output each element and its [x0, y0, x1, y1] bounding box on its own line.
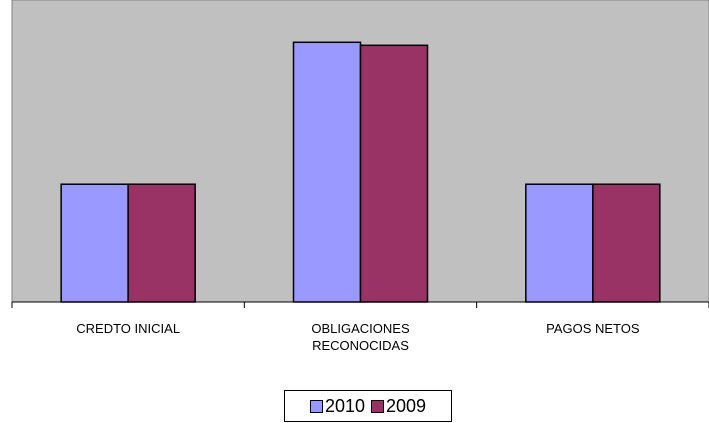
legend-label-2009: 2009 — [386, 395, 427, 416]
bars-group — [60, 41, 661, 303]
legend-item-2009: 2009 — [371, 396, 426, 417]
x-tick-label: CREDTO INICIAL — [18, 320, 238, 337]
legend-swatch-2010 — [309, 399, 323, 413]
x-axis-ticks — [11, 302, 709, 308]
legend: 2010 2009 — [284, 390, 452, 422]
bar-2010-0 — [60, 183, 129, 303]
x-tick-label-line: CREDTO INICIAL — [76, 321, 181, 336]
bar-2009-1 — [359, 44, 429, 303]
bar-2009-2 — [592, 183, 661, 303]
x-tick-label-line: PAGOS NETOS — [546, 321, 640, 336]
bar-chart — [11, 0, 709, 308]
x-tick-label-line: RECONOCIDAS — [312, 338, 409, 353]
bar-2010-1 — [292, 41, 362, 303]
legend-label-2010: 2010 — [324, 395, 365, 416]
bar-2009-0 — [127, 183, 196, 303]
legend-item-2010: 2010 — [309, 395, 365, 417]
bar-2010-2 — [525, 183, 594, 303]
x-tick-label: PAGOS NETOS — [483, 320, 703, 337]
x-tick-label-line: OBLIGACIONES — [311, 321, 410, 336]
legend-swatch-2009 — [371, 399, 384, 413]
x-tick-label: OBLIGACIONES RECONOCIDAS — [251, 320, 471, 354]
